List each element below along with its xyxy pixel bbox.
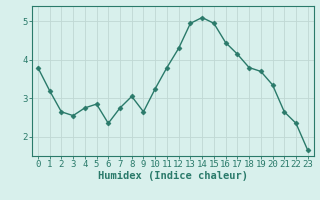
X-axis label: Humidex (Indice chaleur): Humidex (Indice chaleur) (98, 171, 248, 181)
